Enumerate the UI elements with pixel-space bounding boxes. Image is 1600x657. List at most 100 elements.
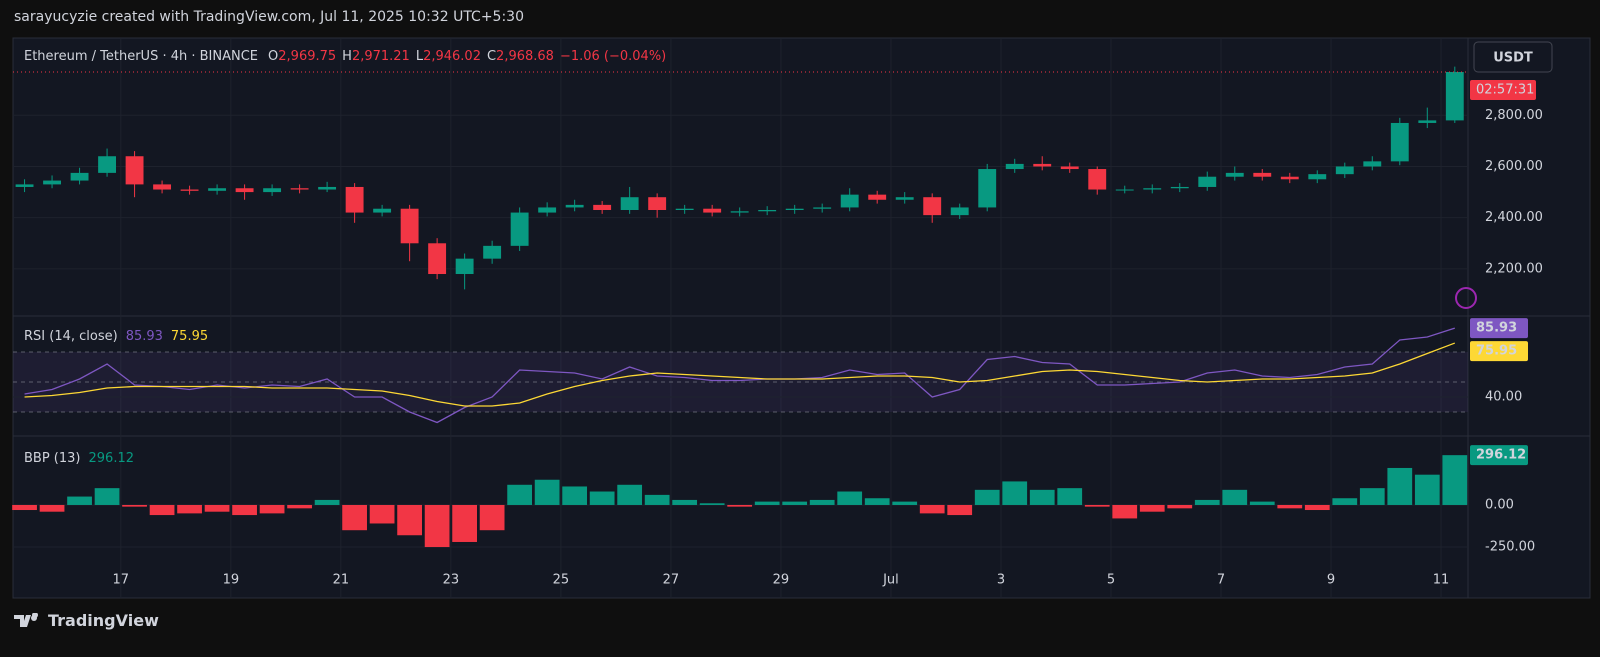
- candle-body: [510, 212, 529, 246]
- candle-body: [15, 184, 34, 187]
- legend-key: O: [268, 49, 278, 64]
- histogram-bar: [589, 491, 615, 505]
- candle-body: [345, 186, 364, 213]
- alert-icon[interactable]: [1455, 287, 1477, 309]
- histogram-bar: [974, 489, 1000, 505]
- x-tick-label: Jul: [882, 573, 899, 588]
- currency-label[interactable]: USDT: [1493, 51, 1533, 66]
- histogram-bar: [122, 504, 147, 507]
- currency-button[interactable]: [1473, 41, 1553, 73]
- legend-key: L: [416, 49, 424, 64]
- histogram-bar: [1387, 467, 1413, 505]
- legend-value: 2,971.21: [352, 49, 410, 64]
- histogram-bar: [479, 504, 505, 531]
- indicator-title: BBP (13): [24, 451, 81, 466]
- candle-body: [1308, 174, 1327, 180]
- candle-body: [923, 197, 942, 216]
- histogram-bar: [424, 504, 450, 548]
- candle-body: [1280, 176, 1299, 180]
- labels: 17 19 21 23 25 27 29 Jul 3 5 7 9 11 2,200.00 2,400.00 2…: [24, 49, 1543, 588]
- candle-body: [1335, 166, 1354, 175]
- legend-key: H: [342, 49, 352, 64]
- candle-body: [1005, 163, 1024, 170]
- indicator-line: [24, 342, 1456, 407]
- candle-body: [373, 208, 392, 213]
- histogram-bar: [1277, 504, 1303, 509]
- histogram-bar: [699, 503, 725, 505]
- histogram-bar: [1167, 504, 1193, 509]
- histogram-bar: [727, 504, 753, 507]
- histogram-bar: [1222, 489, 1248, 505]
- candle-body: [1225, 172, 1244, 177]
- value-badge-label: 85.93: [1476, 321, 1517, 336]
- candle-body: [43, 180, 61, 185]
- candle-body: [1253, 172, 1272, 177]
- histogram-bar: [369, 504, 395, 524]
- candle-body: [1445, 72, 1464, 121]
- histogram-bar: [1332, 498, 1358, 505]
- candle-body: [1060, 166, 1079, 170]
- countdown: 02:57:31: [1476, 83, 1534, 98]
- histogram-bar: [204, 504, 230, 512]
- candle-body: [208, 188, 227, 191]
- candle-body: [1115, 189, 1134, 191]
- histogram-bar: [452, 504, 478, 542]
- y-tick-label: 2,600.00: [1485, 159, 1543, 174]
- price-change: −1.06 (−0.04%): [560, 49, 666, 64]
- marks: [12, 66, 1468, 548]
- value-badge: [1470, 318, 1528, 339]
- y-tick-label: 2,200.00: [1485, 261, 1543, 276]
- candle-body: [648, 197, 667, 211]
- indicator-line: [24, 327, 1455, 424]
- histogram-bar: [644, 494, 670, 505]
- histogram-bar: [837, 491, 863, 505]
- histogram-bar: [177, 504, 202, 514]
- histogram-bar: [314, 499, 340, 505]
- value-badge: [1470, 341, 1528, 362]
- x-tick-label: 7: [1217, 573, 1225, 588]
- countdown-badge: [1470, 80, 1536, 101]
- histogram-bar: [919, 504, 945, 514]
- x-tick-label: 25: [553, 573, 570, 588]
- histogram-bar: [1194, 499, 1220, 505]
- candle-body: [758, 210, 777, 212]
- grid: [13, 38, 1468, 598]
- y-tick-label: -250.00: [1485, 540, 1535, 555]
- histogram-bar: [39, 504, 65, 512]
- candle-body: [730, 211, 749, 213]
- histogram-bar: [1057, 488, 1083, 505]
- candle-body: [1418, 120, 1437, 123]
- histogram-bar: [1304, 504, 1330, 511]
- candle-body: [290, 188, 309, 190]
- candle-body: [70, 172, 89, 181]
- candle-body: [785, 208, 804, 211]
- histogram-bar: [754, 501, 780, 505]
- candle-body: [125, 156, 144, 185]
- brand-name: TradingView: [48, 611, 159, 630]
- candle-body: [538, 207, 557, 213]
- value-badge: [1470, 445, 1528, 466]
- histogram-bar: [864, 498, 890, 505]
- pane-legend: RSI (14, close) 85.93 75.95: [24, 329, 208, 344]
- legend-value: 2,969.75: [278, 49, 336, 64]
- histogram-bar: [1359, 488, 1385, 505]
- footer-brand: TradingView: [14, 611, 159, 630]
- symbol-title: Ethereum / TetherUS · 4h · BINANCE: [24, 49, 258, 64]
- legend-value: 75.95: [171, 329, 208, 344]
- x-tick-label: 5: [1107, 573, 1115, 588]
- candle-body: [1198, 176, 1217, 187]
- histogram-bar: [617, 484, 643, 505]
- candle-body: [1143, 188, 1162, 190]
- candle-body: [263, 188, 282, 193]
- x-tick-label: 9: [1327, 573, 1335, 588]
- brand-logo: [14, 612, 38, 627]
- candle-body: [565, 204, 584, 208]
- legend-key: C: [487, 49, 496, 64]
- y-tick-label: 0.00: [1485, 497, 1514, 512]
- candle-body: [675, 208, 694, 211]
- x-tick-label: 21: [333, 573, 350, 588]
- indicator-title: RSI (14, close): [24, 329, 118, 344]
- pane-legend: Ethereum / TetherUS · 4h · BINANCE O2,969…: [24, 49, 666, 64]
- histogram-bar: [534, 479, 560, 505]
